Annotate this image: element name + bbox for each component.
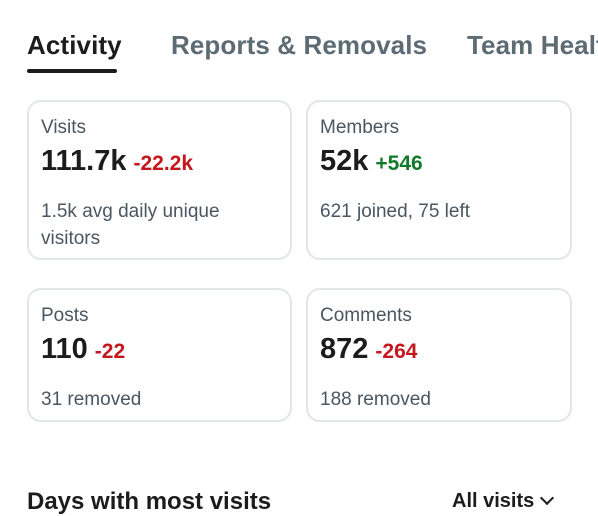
members-subtext: 621 joined, 75 left	[320, 201, 471, 222]
members-value-row: 52k +546	[320, 145, 423, 178]
comments-value-row: 872 -264	[320, 333, 417, 366]
comments-value: 872	[320, 333, 369, 365]
visits-label: Visits	[41, 117, 87, 138]
comments-card[interactable]: Comments 872 -264 188 removed	[306, 288, 572, 422]
posts-label: Posts	[41, 305, 89, 326]
tab-reports-removals[interactable]: Reports & Removals	[171, 30, 428, 60]
tab-bar: Activity Reports & Removals Team Health	[0, 0, 598, 80]
members-delta: +546	[375, 152, 423, 175]
visits-delta: -22.2k	[133, 152, 194, 175]
visits-subtext: 1.5k avg daily unique visitors	[41, 201, 220, 249]
tab-team-health[interactable]: Team Health	[467, 30, 598, 60]
posts-value: 110	[41, 333, 88, 365]
posts-subtext: 31 removed	[41, 389, 142, 410]
visits-filter-label: All visits	[452, 490, 535, 512]
posts-value-row: 110 -22	[41, 333, 125, 366]
members-card[interactable]: Members 52k +546 621 joined, 75 left	[306, 100, 572, 260]
posts-card[interactable]: Posts 110 -22 31 removed	[27, 288, 292, 422]
section-title: Days with most visits	[27, 488, 272, 515]
comments-subtext: 188 removed	[320, 389, 431, 410]
posts-delta: -22	[94, 340, 126, 363]
members-label: Members	[320, 117, 400, 138]
active-tab-indicator	[27, 69, 117, 73]
comments-delta: -264	[375, 340, 418, 363]
visits-value-row: 111.7k -22.2k	[41, 145, 193, 178]
visits-filter-dropdown[interactable]: All visits	[452, 490, 555, 513]
members-value: 52k	[320, 145, 369, 177]
tab-activity[interactable]: Activity	[27, 30, 122, 60]
visits-value: 111.7k	[41, 145, 127, 177]
chevron-down-icon	[540, 490, 555, 506]
comments-label: Comments	[320, 305, 412, 326]
visits-card[interactable]: Visits 111.7k -22.2k 1.5k avg daily uniq…	[27, 100, 292, 260]
